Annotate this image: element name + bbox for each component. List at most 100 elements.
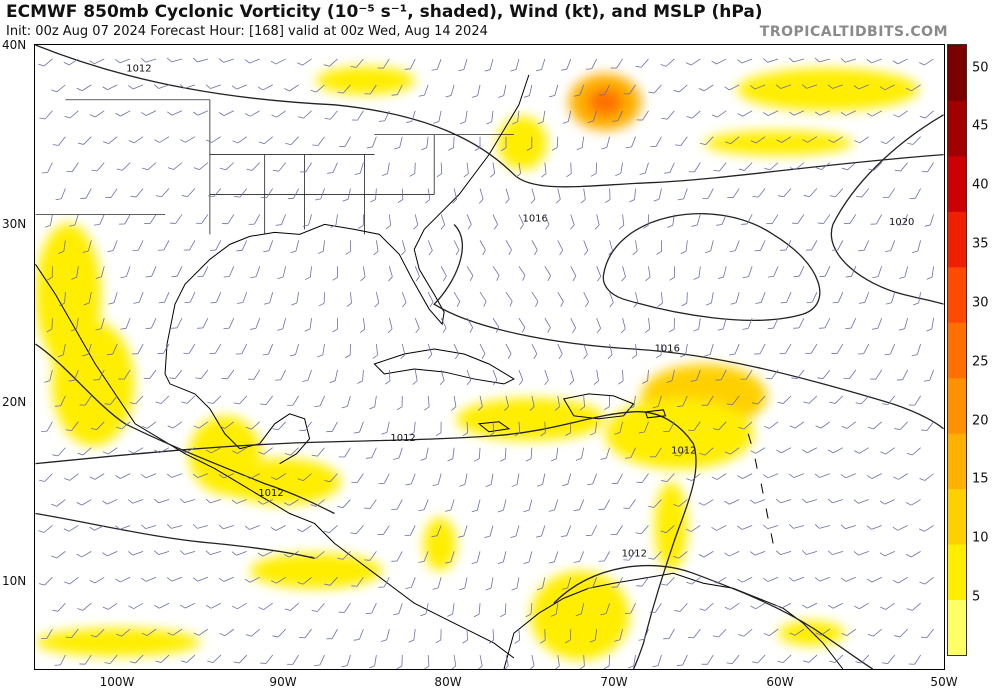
wind-barb (841, 162, 857, 171)
wind-barb (638, 421, 649, 434)
isobar-label: 1020 (889, 217, 914, 228)
wind-barb (145, 266, 157, 278)
wind-barb (505, 291, 513, 307)
wind-barb (219, 628, 235, 637)
isobar-label: 1012 (622, 549, 647, 560)
wind-barb (248, 369, 261, 380)
wind-barb (600, 603, 610, 616)
wind-barb (632, 240, 638, 256)
wind-barb (699, 447, 714, 456)
wind-barb (106, 343, 118, 356)
wind-barb (166, 473, 183, 478)
wind-barb (566, 162, 572, 178)
wind-barb (693, 266, 701, 280)
wind-barb (63, 525, 79, 532)
wind-barb (505, 343, 512, 359)
wind-barb (840, 576, 856, 582)
wind-barb (40, 628, 53, 639)
wind-barb (763, 576, 779, 582)
wind-barb (815, 162, 831, 170)
wind-barb (66, 162, 79, 173)
wind-barb (923, 369, 934, 382)
wind-barb (447, 447, 455, 462)
wind-barb (52, 447, 66, 457)
wind-barb (79, 395, 92, 406)
isobars (35, 45, 944, 669)
wind-barb (575, 447, 585, 461)
wind-barb (284, 447, 299, 456)
wind-barb (583, 240, 589, 256)
wind-barb (233, 654, 248, 664)
wind-barb (814, 576, 831, 582)
wind-barb (702, 188, 714, 200)
wind-barb (401, 292, 407, 308)
wind-barb (766, 214, 779, 225)
wind-barb (669, 266, 675, 281)
colorbar-tick-label: 15 (972, 471, 989, 487)
wind-barb (803, 188, 818, 198)
wind-barb (779, 343, 792, 354)
wind-barb (206, 136, 222, 143)
wind-barb (337, 84, 351, 94)
wind-barb (90, 421, 105, 431)
wind-barb (593, 369, 599, 385)
site-credit[interactable]: TROPICALTIDBITS.COM (759, 24, 948, 40)
wind-barb (548, 499, 559, 512)
wind-barb (237, 292, 248, 304)
wind-barb (788, 473, 805, 478)
wind-barb (829, 654, 844, 663)
wind-barb (154, 447, 170, 454)
wind-barb (271, 576, 286, 584)
wind-barb (193, 162, 209, 170)
wind-barb (742, 317, 753, 330)
wind-barb (374, 292, 380, 308)
wind-barb (512, 110, 520, 125)
wind-barb (277, 318, 287, 331)
wind-barb (118, 214, 131, 225)
wind-barb (711, 576, 727, 584)
wind-barb (70, 318, 79, 332)
wind-barb (911, 343, 921, 357)
wind-barb (133, 292, 144, 304)
wind-barb (687, 628, 701, 639)
wind-barb (624, 603, 636, 615)
wind-barb (318, 292, 325, 307)
wind-barb (290, 240, 299, 254)
wind-barb (569, 369, 574, 386)
wind-barb (544, 266, 551, 281)
wind-barb (525, 447, 533, 462)
wind-barb (565, 629, 572, 644)
wind-barb (608, 240, 613, 256)
wind-barb (82, 343, 92, 357)
wind-barb (649, 447, 662, 458)
wind-barb (801, 498, 818, 504)
wind-barb (870, 214, 883, 225)
wind-barb (750, 447, 766, 454)
wind-barb (882, 188, 896, 199)
wind-barb (667, 214, 675, 228)
wind-barb (154, 602, 170, 609)
wind-barb (420, 603, 429, 617)
isobar-label: 1012 (671, 445, 696, 456)
wind-barb (102, 551, 118, 557)
wind-barb (635, 525, 649, 535)
wind-barb (503, 654, 509, 669)
wind-barb (51, 84, 66, 93)
wind-barb (64, 576, 79, 585)
wind-barb (906, 602, 921, 611)
wind-barb (518, 369, 524, 386)
wind-barb (717, 318, 727, 331)
wind-barb (894, 162, 908, 172)
wind-barb (244, 576, 260, 583)
wind-barb (600, 447, 610, 460)
wind-barb (312, 136, 325, 146)
wind-barb (104, 654, 118, 664)
wind-barb (523, 551, 533, 564)
isobar-1012-central (35, 411, 697, 669)
wind-barb (440, 214, 446, 230)
wind-barb (636, 577, 649, 587)
isobar-1016-north (35, 45, 944, 188)
wind-barb (805, 240, 818, 251)
colorbar-segment (948, 155, 966, 212)
wind-barb (44, 369, 53, 383)
